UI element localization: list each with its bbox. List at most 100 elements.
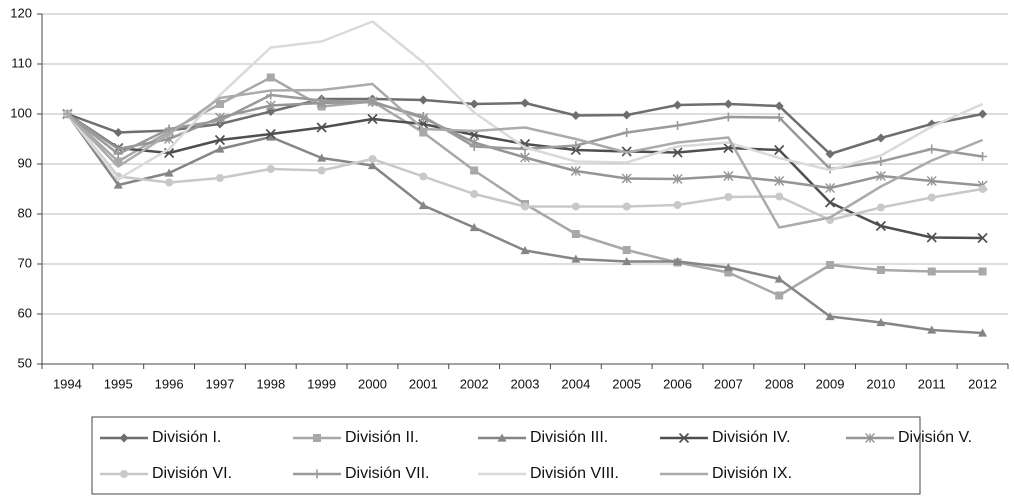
legend-label: División IV.	[712, 429, 791, 446]
marker	[266, 90, 276, 100]
marker	[469, 142, 479, 151]
x-tick-label: 2012	[968, 376, 997, 391]
x-tick-label: 2008	[765, 376, 794, 391]
marker	[724, 193, 733, 201]
y-tick-label: 70	[18, 255, 32, 270]
marker	[419, 128, 428, 137]
marker	[876, 203, 885, 212]
marker	[570, 166, 581, 176]
x-tick-label: 1995	[104, 376, 133, 391]
marker	[519, 138, 531, 150]
y-tick-label: 60	[18, 305, 32, 320]
legend-box	[91, 416, 921, 495]
marker	[673, 257, 683, 266]
marker	[521, 202, 529, 211]
marker	[622, 257, 632, 266]
series-line	[66, 20, 984, 181]
marker	[826, 261, 835, 269]
marker	[215, 144, 225, 153]
marker	[266, 132, 276, 141]
y-tick-label: 120	[10, 5, 32, 20]
marker	[214, 134, 226, 146]
marker	[875, 220, 886, 232]
marker	[673, 121, 683, 130]
marker	[266, 107, 276, 116]
marker	[622, 128, 632, 137]
legend-label: División I.	[152, 429, 221, 446]
marker	[113, 128, 123, 137]
marker	[571, 230, 580, 238]
marker	[978, 109, 988, 119]
marker	[672, 174, 683, 184]
marker	[418, 95, 428, 105]
x-tick-label: 2010	[866, 376, 895, 391]
marker	[571, 254, 581, 263]
marker	[672, 147, 683, 158]
marker	[723, 112, 733, 122]
marker	[571, 202, 580, 211]
marker	[266, 165, 275, 173]
x-tick-label: 1998	[256, 376, 285, 391]
legend-label: División V.	[898, 429, 972, 446]
marker	[978, 185, 987, 193]
x-tick-label: 1994	[53, 376, 82, 391]
x-tick-label: 2006	[663, 376, 692, 391]
marker	[368, 155, 377, 163]
marker	[120, 470, 128, 478]
marker	[265, 100, 276, 111]
x-tick-label: 2002	[460, 376, 489, 391]
marker	[977, 232, 988, 244]
marker	[367, 161, 377, 170]
marker	[824, 197, 836, 208]
y-tick-label: 80	[18, 205, 32, 220]
marker	[724, 268, 733, 277]
marker	[678, 432, 690, 444]
x-tick-label: 2005	[612, 376, 641, 391]
marker	[775, 192, 784, 201]
y-tick-label: 50	[18, 355, 32, 370]
marker	[119, 433, 129, 443]
marker	[164, 168, 174, 177]
marker	[215, 100, 224, 108]
marker	[926, 232, 937, 243]
marker	[164, 124, 174, 134]
marker	[876, 133, 886, 143]
legend-label: División VIII.	[530, 465, 619, 482]
marker	[927, 193, 936, 202]
marker	[622, 202, 631, 211]
x-tick-label: 2011	[918, 376, 946, 391]
marker	[571, 111, 581, 120]
marker	[927, 325, 937, 334]
marker	[266, 73, 275, 82]
x-tick-label: 2001	[409, 376, 438, 391]
marker	[520, 152, 530, 163]
legend-label: División VII.	[345, 465, 429, 482]
x-tick-label: 1999	[307, 376, 336, 391]
marker	[875, 171, 886, 181]
x-tick-label: 2009	[816, 376, 845, 391]
marker	[469, 223, 479, 232]
marker	[165, 178, 174, 187]
marker	[825, 149, 835, 159]
legend-label: División II.	[345, 429, 419, 446]
marker	[367, 113, 378, 125]
marker	[825, 183, 836, 193]
marker	[113, 149, 123, 159]
marker	[418, 112, 428, 121]
x-tick-label: 2007	[714, 376, 743, 391]
legend-label: División VI.	[152, 465, 232, 482]
series-line	[66, 82, 984, 229]
marker	[312, 469, 322, 479]
marker	[265, 128, 276, 140]
marker	[419, 172, 428, 181]
marker	[622, 246, 631, 254]
marker	[317, 96, 327, 105]
marker	[571, 141, 581, 150]
x-tick-label: 1996	[155, 376, 184, 391]
legend-label: División IX.	[712, 465, 792, 482]
marker	[774, 144, 785, 156]
x-tick-label: 2003	[511, 376, 540, 391]
series-line	[66, 112, 983, 240]
marker	[470, 190, 479, 198]
